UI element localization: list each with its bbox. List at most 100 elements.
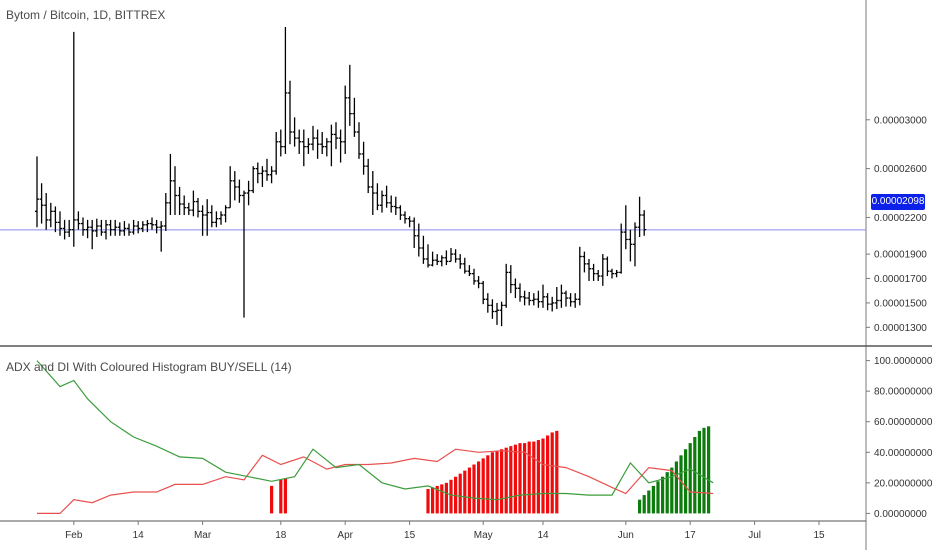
price-bar bbox=[467, 265, 472, 277]
price-bar bbox=[219, 211, 223, 225]
price-bar bbox=[485, 293, 490, 313]
price-bar bbox=[577, 246, 582, 306]
histogram-bar bbox=[541, 438, 545, 514]
time-tick-label: 15 bbox=[813, 530, 825, 541]
price-bar bbox=[186, 202, 191, 216]
price-bar bbox=[614, 269, 619, 278]
time-tick-label: 14 bbox=[537, 530, 549, 541]
price-bar bbox=[550, 296, 555, 312]
price-tick-label: 0.00002200 bbox=[874, 213, 927, 224]
histogram-bar bbox=[523, 443, 527, 514]
price-bar bbox=[476, 276, 481, 289]
price-bar bbox=[163, 193, 168, 231]
price-bar bbox=[67, 219, 72, 237]
price-bar bbox=[127, 223, 131, 236]
time-tick-label: Mar bbox=[194, 530, 212, 541]
time-tick-label: Apr bbox=[337, 530, 353, 541]
price-bar bbox=[39, 183, 44, 224]
price-bar bbox=[306, 138, 311, 154]
price-bar bbox=[76, 211, 81, 230]
price-bar bbox=[439, 255, 444, 267]
price-bar bbox=[357, 122, 361, 159]
histogram-bar bbox=[440, 484, 444, 514]
histogram-bar bbox=[500, 449, 504, 514]
time-axis: Feb 14 Mar 18 Apr 15 May 14 Jun 17 Jul 15 bbox=[65, 521, 825, 541]
histogram-bar bbox=[477, 461, 481, 514]
price-bar bbox=[352, 97, 357, 137]
indicator-tick-label: 80.00000000 bbox=[874, 387, 932, 398]
price-bar bbox=[642, 210, 647, 236]
price-bar bbox=[619, 223, 624, 274]
price-bar bbox=[462, 257, 467, 274]
price-bar bbox=[508, 265, 513, 294]
indicator-tick-label: 60.00000000 bbox=[874, 417, 932, 428]
current-price-badge: 0.00002098 bbox=[871, 194, 925, 210]
price-bar bbox=[481, 280, 486, 305]
price-bar bbox=[122, 221, 127, 236]
price-bar bbox=[573, 293, 578, 308]
histogram-bar bbox=[527, 441, 531, 514]
price-bar bbox=[435, 254, 440, 266]
price-bar bbox=[633, 222, 637, 267]
time-tick-label: 15 bbox=[404, 530, 416, 541]
histogram-bar bbox=[463, 470, 467, 514]
price-tick-label: 0.00001900 bbox=[874, 250, 927, 261]
price-bar bbox=[145, 219, 150, 233]
histogram-bar bbox=[435, 485, 439, 514]
histogram-bar bbox=[674, 461, 678, 514]
histogram-bar bbox=[638, 499, 642, 514]
price-tick-label: 0.00001700 bbox=[874, 274, 927, 285]
price-bar bbox=[117, 222, 122, 236]
price-bar bbox=[610, 268, 614, 279]
price-bar bbox=[205, 199, 210, 236]
price-bar bbox=[58, 211, 62, 236]
price-bar bbox=[375, 183, 380, 211]
histogram-bar bbox=[546, 435, 550, 514]
price-bar bbox=[403, 211, 407, 224]
price-bar bbox=[324, 138, 329, 157]
histogram-bar bbox=[279, 479, 283, 514]
histogram-bar bbox=[449, 479, 453, 514]
indicator-pane-title: ADX and DI With Coloured Histogram BUY/S… bbox=[6, 360, 292, 374]
histogram-bar bbox=[486, 455, 490, 514]
histogram-bar bbox=[707, 426, 711, 514]
price-bar bbox=[136, 221, 141, 234]
price-bar bbox=[191, 190, 196, 217]
histogram-bar bbox=[697, 430, 701, 514]
price-bar bbox=[320, 131, 325, 154]
price-bar bbox=[283, 26, 288, 154]
histogram-bar bbox=[679, 455, 683, 514]
price-bar bbox=[531, 293, 536, 306]
price-bar bbox=[370, 171, 375, 216]
price-tick-label: 0.00002600 bbox=[874, 164, 927, 175]
price-bar bbox=[361, 141, 366, 175]
price-bar bbox=[564, 290, 568, 307]
time-tick-label: 17 bbox=[685, 530, 697, 541]
histogram-bar bbox=[458, 473, 462, 514]
price-bar bbox=[232, 171, 237, 201]
price-bar bbox=[559, 284, 564, 308]
price-bar bbox=[393, 196, 398, 216]
price-bar bbox=[150, 217, 154, 230]
histogram-bar bbox=[665, 472, 669, 514]
price-bar bbox=[94, 218, 99, 237]
price-bar bbox=[398, 205, 403, 220]
histogram-bar bbox=[651, 485, 655, 514]
histogram-bar bbox=[426, 488, 430, 514]
histogram-bar bbox=[656, 481, 660, 514]
price-bar bbox=[53, 206, 58, 233]
time-tick-label: Jul bbox=[748, 530, 761, 541]
price-bar bbox=[200, 205, 205, 236]
price-bar bbox=[251, 166, 256, 194]
histogram-bar bbox=[550, 432, 554, 514]
histogram-bar bbox=[670, 467, 674, 514]
price-bar bbox=[81, 217, 85, 236]
histogram-bar bbox=[532, 441, 536, 514]
price-bar bbox=[453, 249, 458, 263]
price-bar bbox=[380, 190, 384, 213]
price-tick-label: 0.00001300 bbox=[874, 323, 927, 334]
price-bar bbox=[472, 268, 476, 285]
histogram-bar bbox=[513, 444, 517, 514]
price-bar bbox=[85, 219, 90, 239]
